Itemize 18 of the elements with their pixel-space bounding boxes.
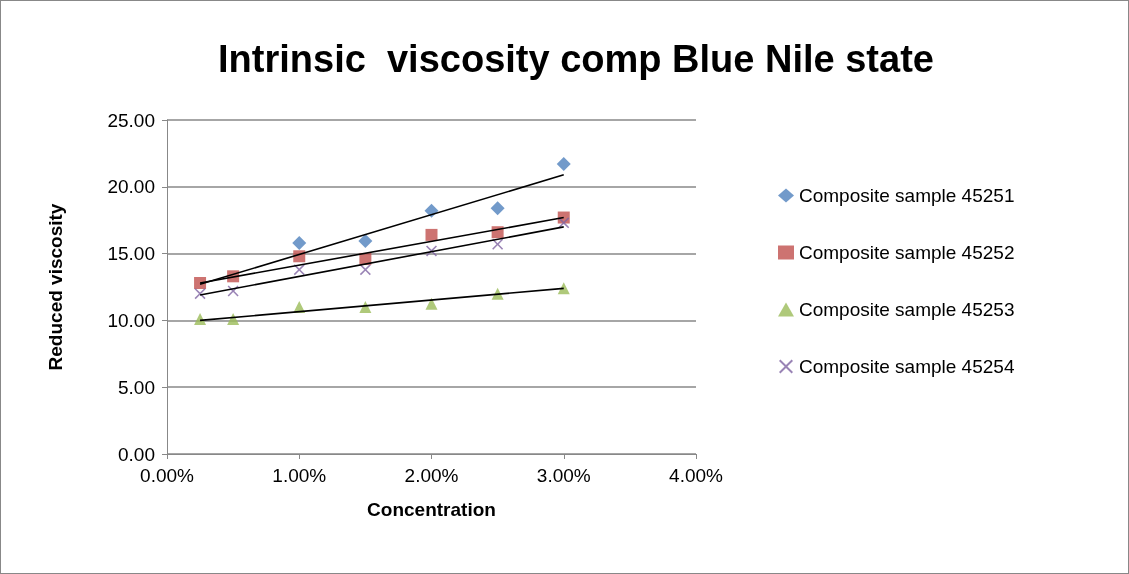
y-tick-label: 25.00 xyxy=(107,109,155,131)
legend-label: Composite sample 45254 xyxy=(799,356,1015,377)
legend-label: Composite sample 45253 xyxy=(799,299,1015,320)
y-tick-label: 5.00 xyxy=(118,376,155,398)
x-tick-label: 2.00% xyxy=(404,465,459,486)
y-tick-label: 15.00 xyxy=(107,243,155,265)
chart-title: Intrinsic viscosity comp Blue Nile state xyxy=(218,38,934,80)
x-tick-label: 3.00% xyxy=(536,465,591,486)
y-axis-title: Reduced viscosity xyxy=(45,203,66,371)
legend-label: Composite sample 45252 xyxy=(799,242,1015,263)
legend-label: Composite sample 45251 xyxy=(799,185,1015,206)
y-tick-label: 0.00 xyxy=(118,443,155,465)
x-tick-label: 0.00% xyxy=(140,465,195,486)
y-tick-label: 10.00 xyxy=(107,309,155,331)
y-tick-label: 20.00 xyxy=(107,176,155,198)
x-tick-label: 4.00% xyxy=(669,465,724,486)
x-tick-label: 1.00% xyxy=(272,465,327,486)
x-axis-title: Concentration xyxy=(367,499,496,520)
